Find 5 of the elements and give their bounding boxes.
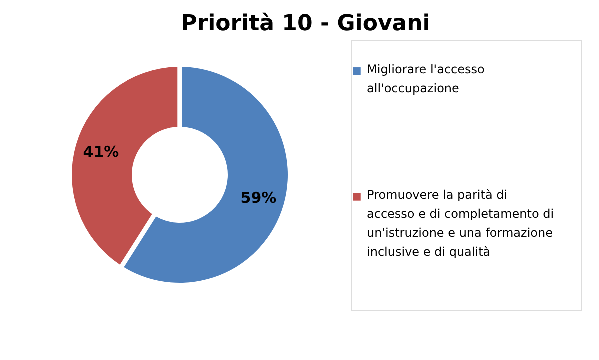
legend-label: Promuovere la parità di accesso e di completamento di un'istruzione e una formazione inclusive e di qualità [367, 188, 554, 259]
data-label: 59% [240, 188, 277, 207]
legend-label: Migliorare l'accesso all'occupazione [367, 62, 485, 96]
chart-title: Priorità 10 - Giovani [181, 12, 430, 36]
data-label: 41% [83, 143, 120, 162]
